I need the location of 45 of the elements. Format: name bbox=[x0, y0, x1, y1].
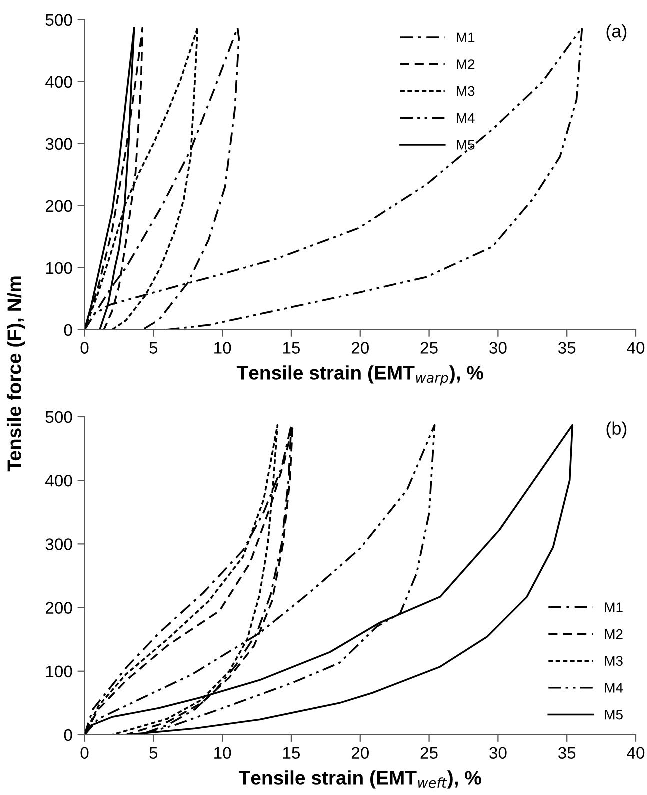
y-tick-label: 0 bbox=[64, 324, 72, 336]
y-tick-label: 500 bbox=[46, 14, 72, 26]
x-tick-label: 20 bbox=[352, 342, 369, 354]
legend-label: M1 bbox=[457, 32, 475, 42]
legend-label: M2 bbox=[605, 629, 623, 640]
x-tick-label: 5 bbox=[150, 342, 158, 354]
y-tick-label: 200 bbox=[46, 200, 72, 212]
legend-label: M3 bbox=[457, 86, 475, 96]
x-tick-label: 5 bbox=[150, 747, 158, 760]
annotation: (b) bbox=[606, 422, 627, 439]
legend-label: M4 bbox=[457, 113, 475, 123]
y-tick-label: 300 bbox=[46, 538, 72, 550]
legend-label: M1 bbox=[605, 602, 623, 612]
y-tick-label: 100 bbox=[46, 262, 72, 274]
x-tick-label: 15 bbox=[283, 342, 300, 354]
x-tick-label: 20 bbox=[352, 747, 369, 760]
y-tick-label: 300 bbox=[46, 138, 72, 150]
x-tick-label: 35 bbox=[558, 747, 576, 760]
x-tick-label: 30 bbox=[490, 342, 507, 354]
legend-label: M5 bbox=[457, 140, 475, 150]
x-tick-label: 35 bbox=[558, 342, 576, 354]
y-axis-title: Tensile force (F), N/m bbox=[7, 276, 26, 472]
legend-label: M4 bbox=[605, 683, 624, 693]
legend-label: M5 bbox=[605, 710, 623, 720]
x-tick-label: 25 bbox=[420, 342, 438, 354]
x-tick-label: 10 bbox=[214, 747, 232, 760]
y-tick-label: 400 bbox=[46, 76, 72, 88]
x-axis-title: Tensile strain (EMT$_{weft}$), % bbox=[238, 770, 482, 789]
x-tick-label: 30 bbox=[490, 747, 507, 760]
legend-label: M2 bbox=[457, 60, 475, 70]
x-tick-label: 0 bbox=[80, 342, 89, 354]
x-tick-label: 0 bbox=[80, 747, 89, 760]
x-tick-label: 10 bbox=[214, 342, 232, 354]
legend-label: M3 bbox=[605, 656, 623, 666]
x-tick-label: 15 bbox=[283, 747, 300, 760]
x-axis-title: Tensile strain (EMT$_{warp}$), % bbox=[236, 366, 484, 386]
y-tick-label: 400 bbox=[46, 474, 72, 487]
x-tick-label: 25 bbox=[420, 747, 438, 760]
y-tick-label: 0 bbox=[64, 729, 72, 742]
x-tick-label: 40 bbox=[627, 342, 645, 354]
y-tick-label: 100 bbox=[46, 666, 72, 678]
y-tick-label: 500 bbox=[46, 411, 72, 424]
annotation: (a) bbox=[606, 24, 627, 42]
x-tick-label: 40 bbox=[627, 747, 645, 760]
y-tick-label: 200 bbox=[46, 602, 72, 614]
